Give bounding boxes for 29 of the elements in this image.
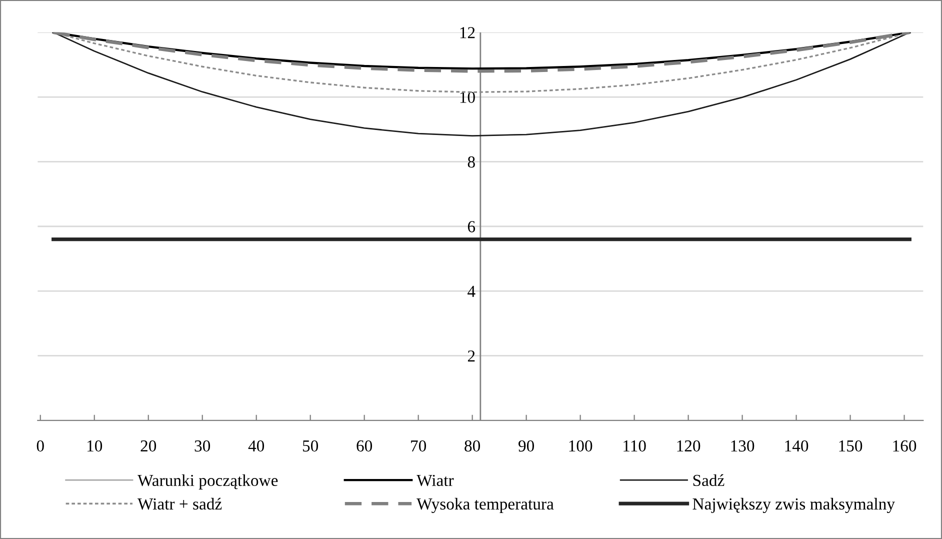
x-tick-label: 70 xyxy=(411,440,426,452)
x-tick-label: 90 xyxy=(518,440,534,452)
x-tick-label: 110 xyxy=(624,440,646,452)
legend-label: Warunki początkowe xyxy=(138,474,278,490)
legend-label: Największy zwis maksymalny xyxy=(692,498,895,514)
x-tick-label: 120 xyxy=(677,440,700,452)
x-tick-label: 100 xyxy=(569,440,592,452)
legend-label: Wiatr + sadź xyxy=(138,498,222,510)
y-tick-label: 8 xyxy=(468,156,475,168)
y-tick-label: 6 xyxy=(468,221,476,232)
y-tick-label: 12 xyxy=(460,27,475,38)
x-tick-label: 30 xyxy=(194,440,210,452)
x-tick-label: 160 xyxy=(893,440,916,452)
legend-label: Wysoka temperatura xyxy=(416,498,554,514)
x-tick-label: 130 xyxy=(731,440,754,452)
y-tick-label: 4 xyxy=(468,286,476,297)
x-tick-label: 50 xyxy=(302,440,318,452)
y-tick-label: 10 xyxy=(460,92,475,103)
x-tick-label: 0 xyxy=(36,440,44,452)
x-tick-label: 20 xyxy=(140,440,156,452)
y-tick-label: 2 xyxy=(468,350,475,362)
x-tick-label: 60 xyxy=(356,440,372,452)
x-tick-label: 40 xyxy=(248,440,264,452)
legend-label: Sadź xyxy=(693,474,724,486)
x-tick-label: 150 xyxy=(839,440,862,452)
x-tick-label: 140 xyxy=(785,440,808,452)
legend-label: Wiatr xyxy=(416,474,454,486)
x-tick-label: 80 xyxy=(464,440,480,452)
x-tick-label: 10 xyxy=(88,440,102,452)
